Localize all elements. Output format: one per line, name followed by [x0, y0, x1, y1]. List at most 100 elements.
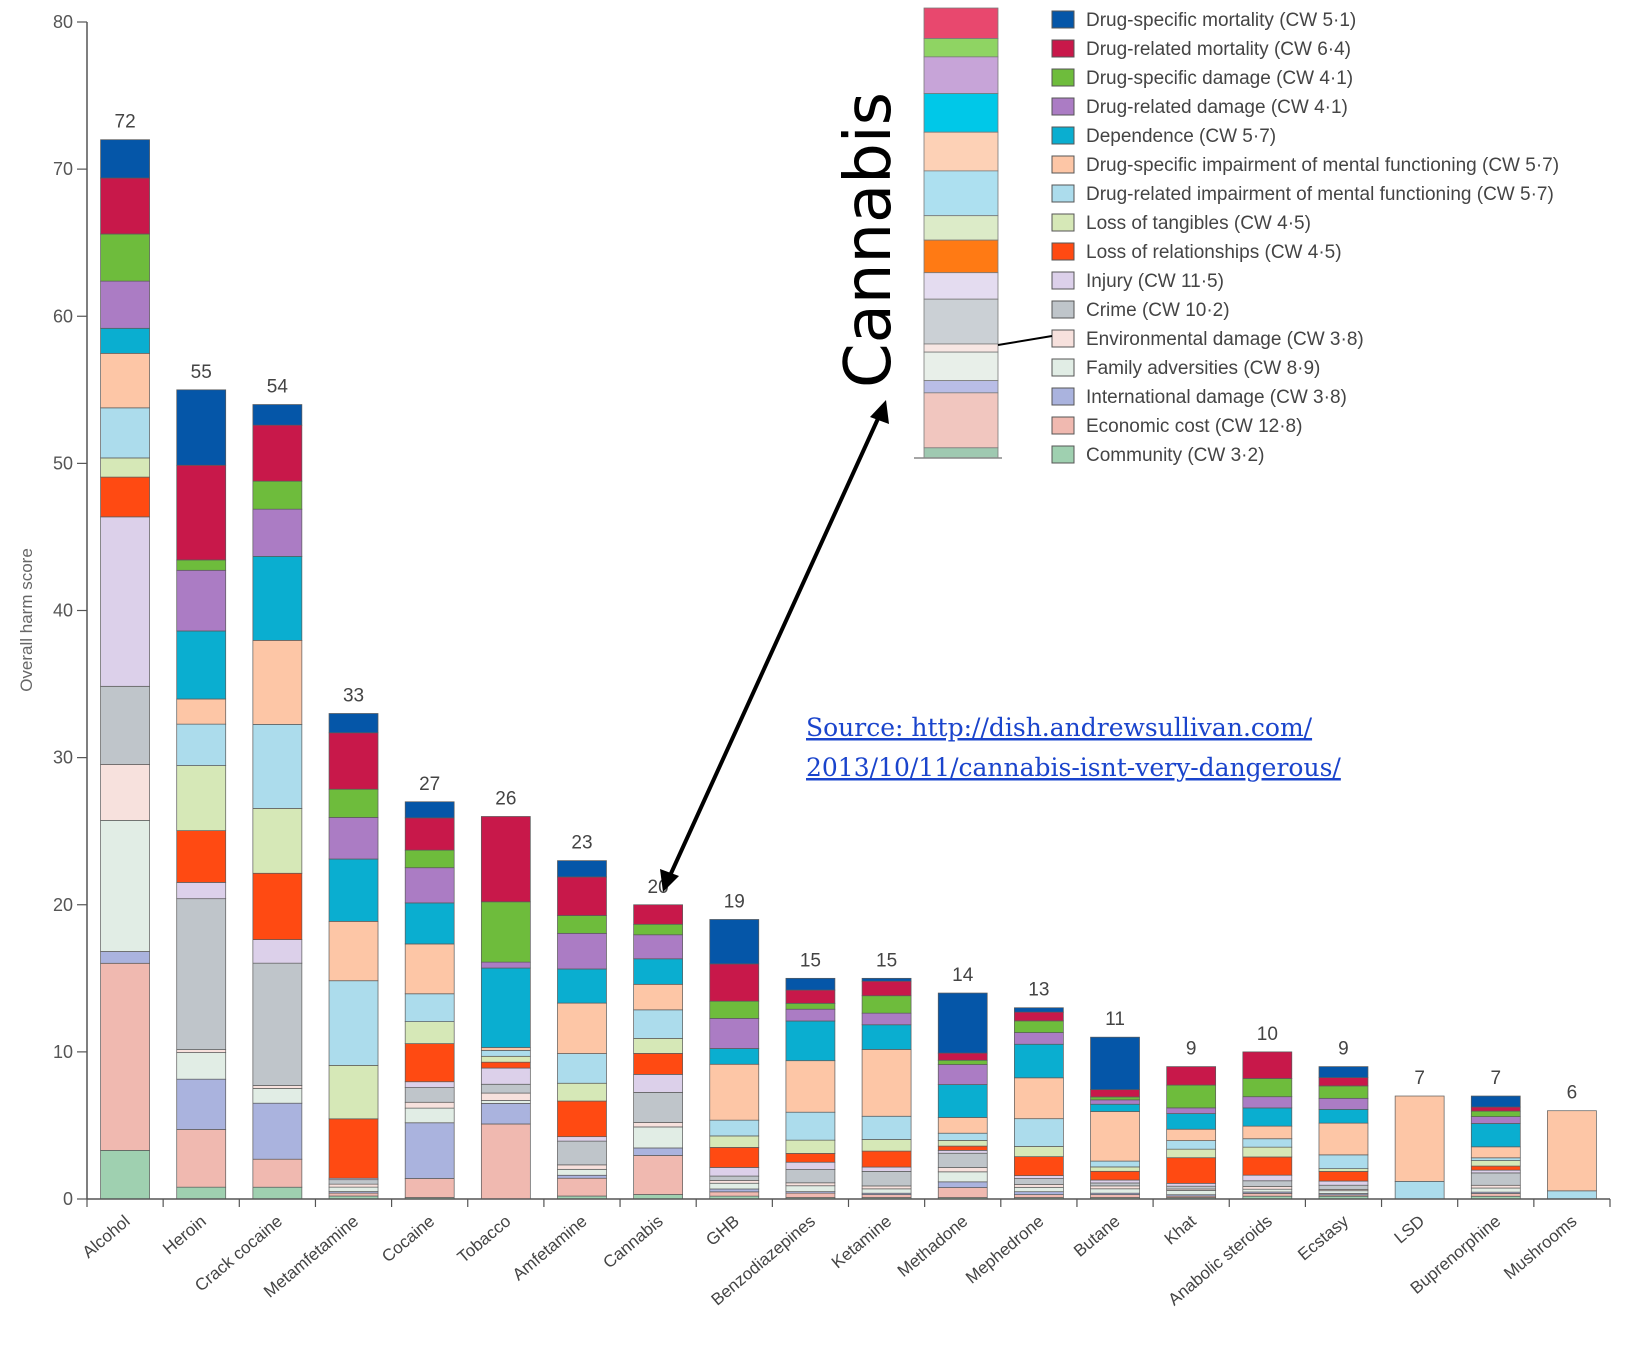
bar-segment — [100, 476, 150, 518]
legend-label: Drug-specific mortality (CW 5·1) — [1086, 10, 1356, 31]
legend-label: Drug-related impairment of mental functi… — [1086, 184, 1554, 205]
bar-segment — [861, 995, 912, 1014]
legend-label: Crime (CW 10·2) — [1086, 300, 1230, 321]
bar-segment — [709, 1147, 760, 1168]
bar-segment — [709, 1048, 760, 1065]
bar-segment — [633, 904, 683, 925]
bar-segment — [861, 1115, 912, 1140]
bar-segment — [176, 830, 227, 883]
legend-label: Family adversities (CW 8·9) — [1086, 358, 1320, 379]
bar-total-label: 55 — [191, 362, 212, 383]
bar-segment — [1470, 1172, 1521, 1186]
bar-segment — [785, 977, 836, 991]
bar-total-label: 13 — [1028, 980, 1049, 1001]
inset-bar-segment — [923, 38, 999, 58]
bar-segment — [861, 1166, 912, 1172]
inset-bar-segment — [923, 93, 999, 133]
bar-segment — [100, 457, 150, 478]
bar-segment — [480, 1061, 531, 1069]
bar-segment — [937, 1150, 988, 1154]
bar-segment — [1242, 1186, 1293, 1190]
bar-segment — [861, 1139, 912, 1152]
bar-segment — [709, 1063, 760, 1121]
bar-total-label: 54 — [267, 377, 289, 398]
bar-segment — [1166, 1066, 1217, 1086]
bar-segment — [1470, 1123, 1521, 1148]
bar-segment — [861, 1150, 912, 1168]
bar-segment — [1014, 1175, 1064, 1179]
inset-bar-segment — [923, 7, 999, 39]
bar-segment — [633, 958, 683, 985]
y-tick-label: 80 — [53, 12, 73, 32]
bar-segment — [328, 817, 379, 860]
bar-segment — [1090, 1170, 1140, 1181]
bar-segment — [709, 1018, 760, 1049]
bar-segment — [937, 1052, 988, 1061]
bar-segment — [480, 1103, 531, 1125]
bar-segment — [1090, 1182, 1140, 1187]
bar-segment — [1166, 1185, 1217, 1190]
bar-segment — [633, 1074, 683, 1093]
bar-segment — [557, 1177, 607, 1197]
bar-segment — [252, 1088, 303, 1104]
bar-segment — [404, 1043, 455, 1083]
bar-segment — [709, 1167, 760, 1177]
bar-segment — [861, 1194, 912, 1198]
bar-segment — [404, 902, 455, 945]
bar-segment — [404, 849, 455, 869]
bar-segment — [1394, 1180, 1445, 1200]
bar-segment — [1470, 1160, 1521, 1167]
legend-label: Drug-related damage (CW 4·1) — [1086, 97, 1348, 118]
legend-swatch — [1051, 387, 1075, 406]
bar-segment — [785, 1002, 836, 1010]
bar-total-label: 23 — [571, 833, 592, 854]
bar-segment — [709, 1182, 760, 1190]
legend-swatch — [1051, 10, 1075, 29]
bar-segment — [1470, 1184, 1521, 1189]
bar-segment — [252, 404, 303, 426]
bar-segment — [404, 1021, 455, 1044]
bar-segment — [557, 860, 607, 878]
bar-segment — [176, 464, 227, 561]
bar-segment — [176, 389, 227, 466]
bar-segment — [1166, 1128, 1217, 1141]
legend-swatch — [1051, 39, 1075, 58]
bar-segment — [633, 934, 683, 960]
bar-segment — [480, 967, 531, 1048]
bar-segment — [404, 1178, 455, 1198]
bar-segment — [557, 876, 607, 916]
legend-label: Loss of relationships (CW 4·5) — [1086, 242, 1342, 263]
legend-swatch — [1051, 445, 1075, 464]
bar-segment — [557, 1140, 607, 1166]
inset-bar-segment — [923, 298, 999, 345]
bar-segment — [937, 1171, 988, 1183]
bar-segment — [861, 1012, 912, 1026]
source-link[interactable]: Source: http://dish.andrewsullivan.com/ … — [806, 713, 1341, 782]
bar-segment — [480, 1100, 531, 1104]
y-tick-label: 50 — [53, 453, 73, 473]
bar-segment — [557, 1174, 607, 1179]
inset-bar-segment — [923, 392, 999, 449]
bar-segment — [1014, 1118, 1064, 1147]
bar-total-label: 10 — [1257, 1024, 1278, 1045]
bar-total-label: 9 — [1338, 1039, 1349, 1060]
bar-segment — [785, 1185, 836, 1192]
bar-segment — [861, 1049, 912, 1117]
bar-segment — [557, 1168, 607, 1176]
bar-segment — [328, 1192, 379, 1197]
bar-segment — [785, 1060, 836, 1113]
bar-total-label: 6 — [1567, 1083, 1578, 1104]
bar-segment — [252, 724, 303, 809]
bar-segment — [937, 1064, 988, 1085]
bar-segment — [633, 1053, 683, 1075]
bar-segment — [709, 1000, 760, 1019]
bar-segment — [328, 788, 379, 818]
inset-bar-segment — [923, 170, 999, 217]
bar-segment — [1014, 1186, 1064, 1193]
bar-segment — [328, 980, 379, 1066]
bar-segment — [1090, 1089, 1140, 1098]
bar-segment — [557, 1002, 607, 1054]
bar-segment — [1014, 1077, 1064, 1120]
bar-segment — [480, 816, 531, 903]
bar-segment — [100, 685, 150, 765]
